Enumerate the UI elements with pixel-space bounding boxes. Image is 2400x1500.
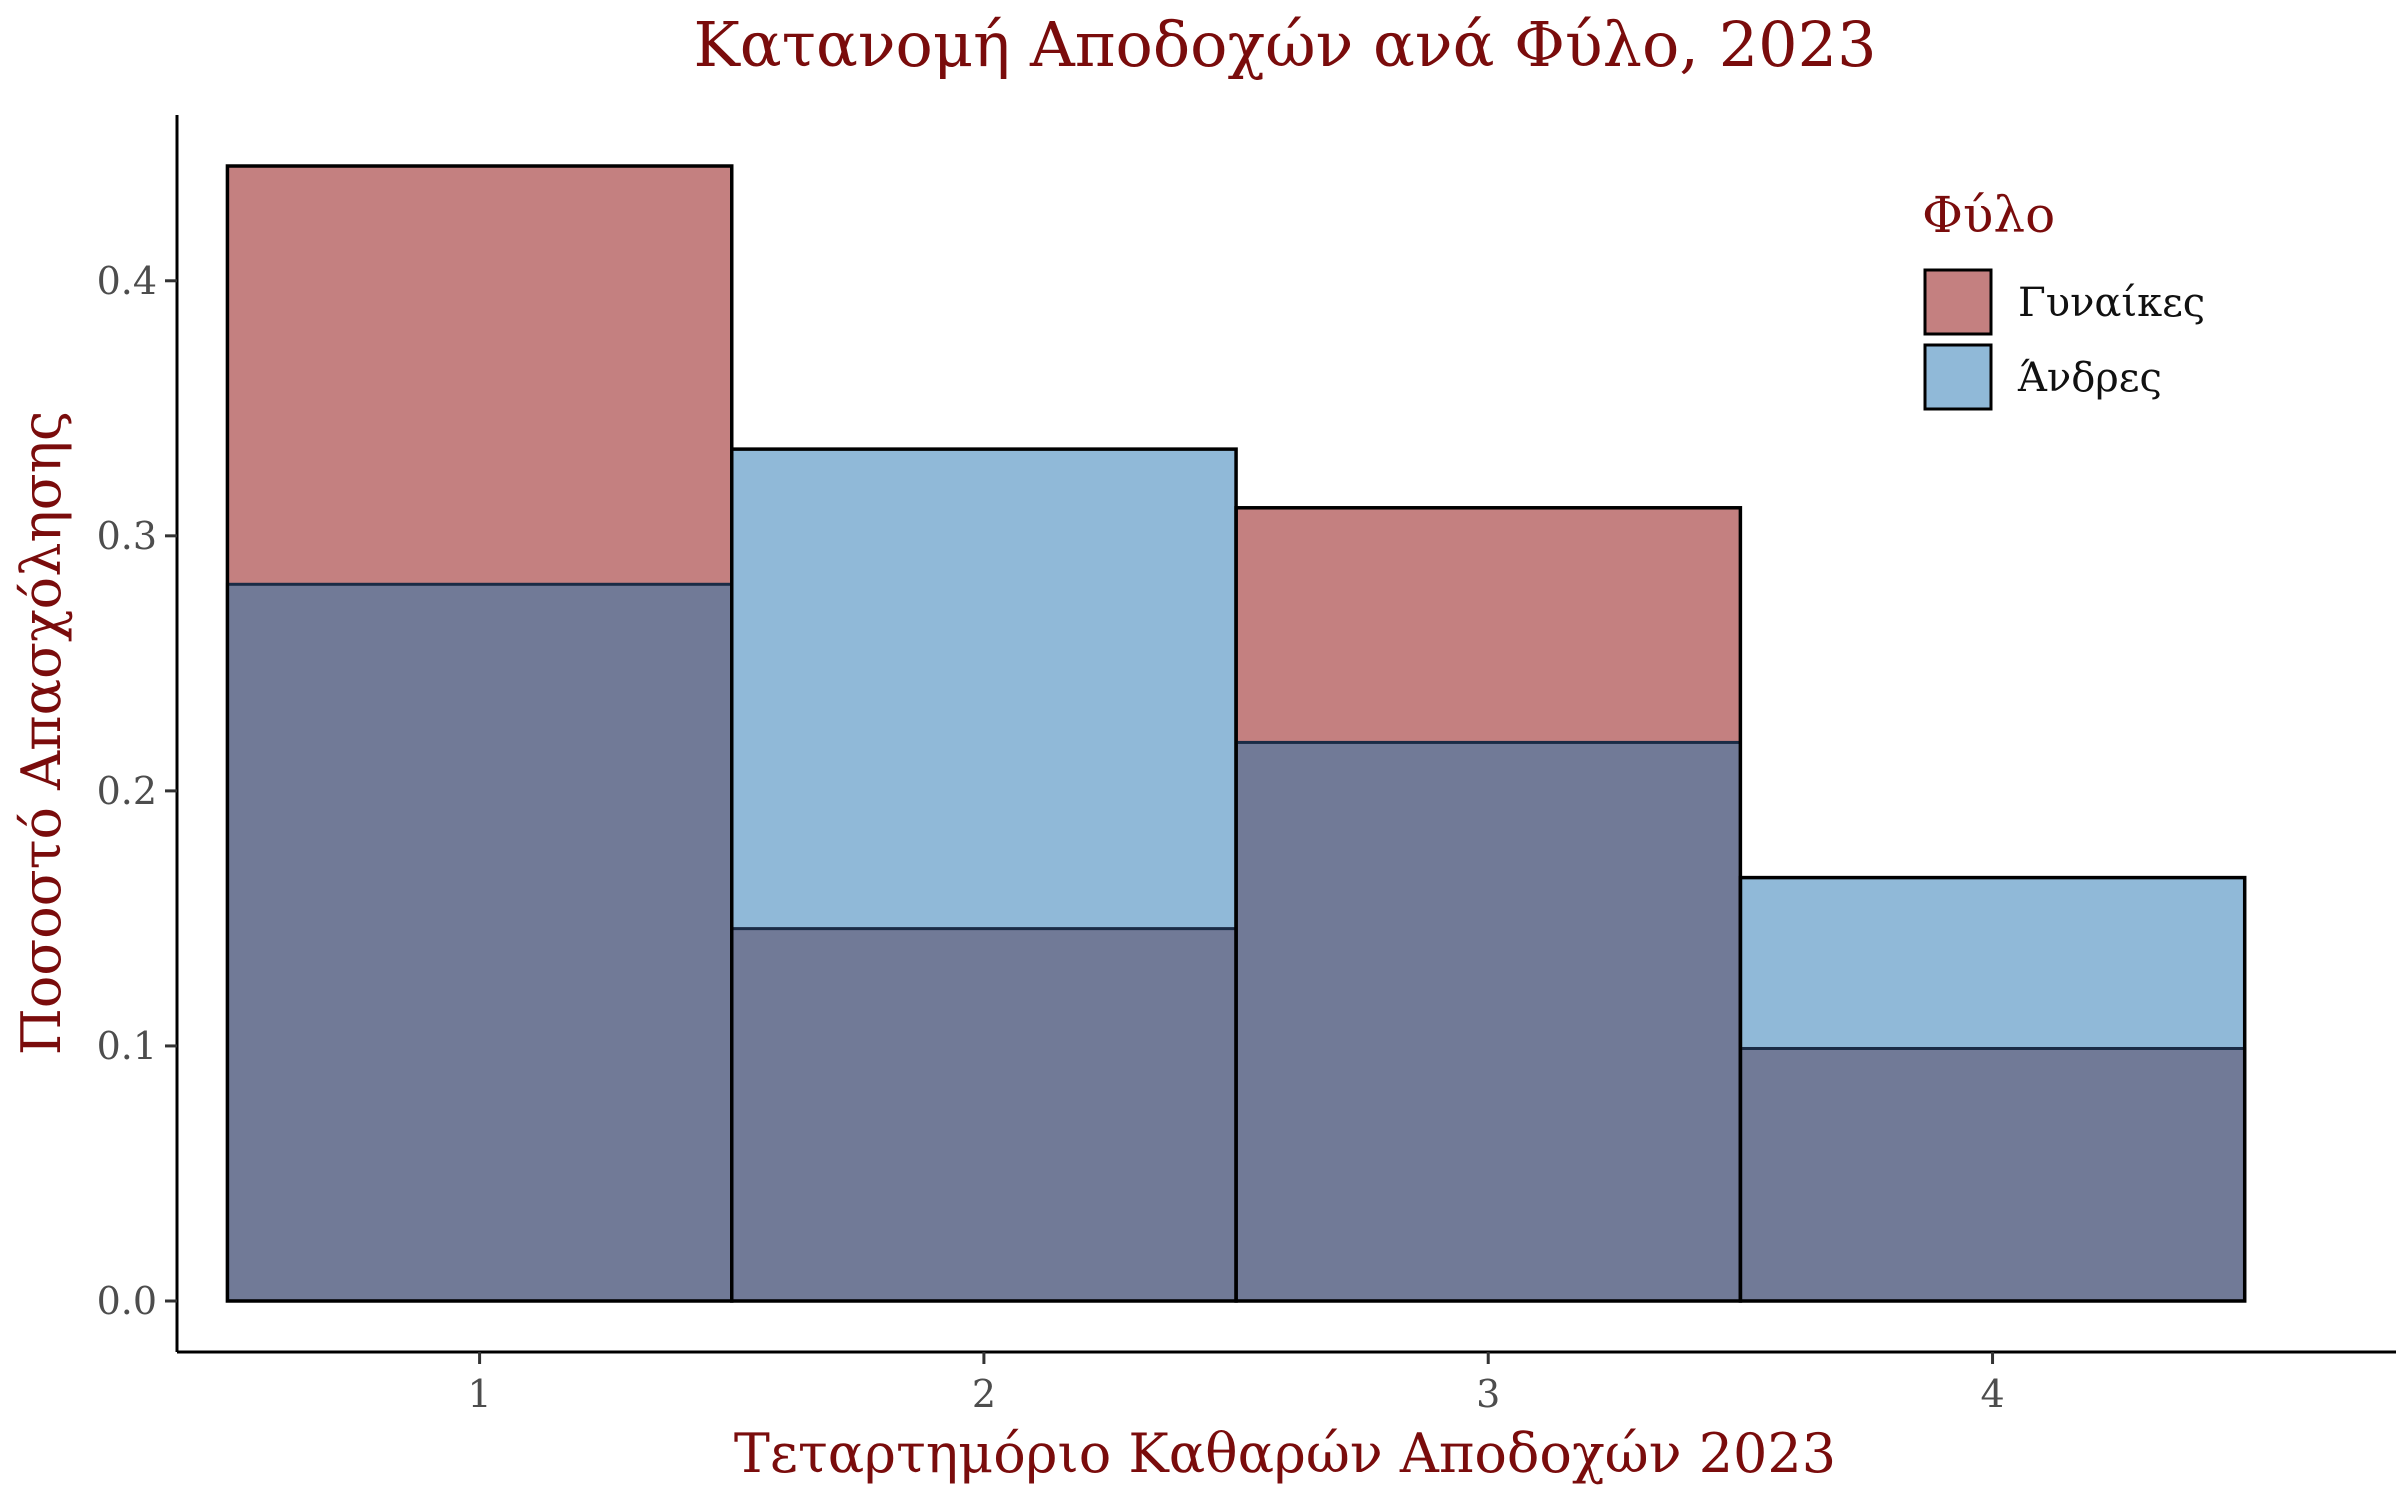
y-tick-label: 0.2 [97, 769, 157, 813]
y-tick-label: 0.4 [97, 259, 157, 303]
x-tick-label: 3 [1476, 1372, 1500, 1416]
legend-title: Φύλο [1922, 186, 2055, 244]
bar-Γυναίκες-3-top [1236, 507, 1741, 743]
x-tick-label: 2 [972, 1372, 996, 1416]
bar-Άνδρες-2-top [731, 449, 1237, 929]
x-ticks: 1 2 3 4 [467, 1352, 2005, 1416]
bars-layer [225, 164, 2247, 1303]
bar-overlap-1 [227, 584, 732, 1301]
y-axis-title: Ποσοστό Απασχόλησης [10, 411, 73, 1055]
bar-Άνδρες-4 [1738, 875, 2247, 1303]
bar-overlap-3 [1236, 742, 1741, 1301]
x-tick-label: 1 [467, 1372, 491, 1416]
bar-Άνδρες-4-top [1740, 877, 2245, 1049]
y-ticks: 0.0 0.1 0.2 0.3 0.4 [97, 259, 177, 1323]
legend-label-2: Άνδρες [2017, 355, 2162, 401]
chart-title: Κατανομή Αποδοχών ανά Φύλο, 2023 [693, 8, 1876, 81]
legend-swatch-1 [1923, 268, 1993, 336]
bar-overlap-4 [1740, 1048, 2245, 1301]
legend-swatch-2 [1923, 343, 1993, 411]
y-tick-label: 0.3 [97, 514, 157, 558]
y-tick-label: 0.0 [97, 1279, 157, 1323]
legend-label-1: Γυναίκες [2018, 280, 2205, 326]
bar-Γυναίκες-1-top [227, 166, 732, 585]
y-tick-label: 0.1 [97, 1024, 157, 1068]
x-tick-label: 4 [1980, 1372, 2004, 1416]
x-axis-title: Τεταρτημόριο Καθαρών Αποδοχών 2023 [734, 1422, 1836, 1485]
bar-overlap-2 [731, 928, 1237, 1301]
legend: Φύλο Γυναίκες Άνδρες [1922, 186, 2205, 411]
